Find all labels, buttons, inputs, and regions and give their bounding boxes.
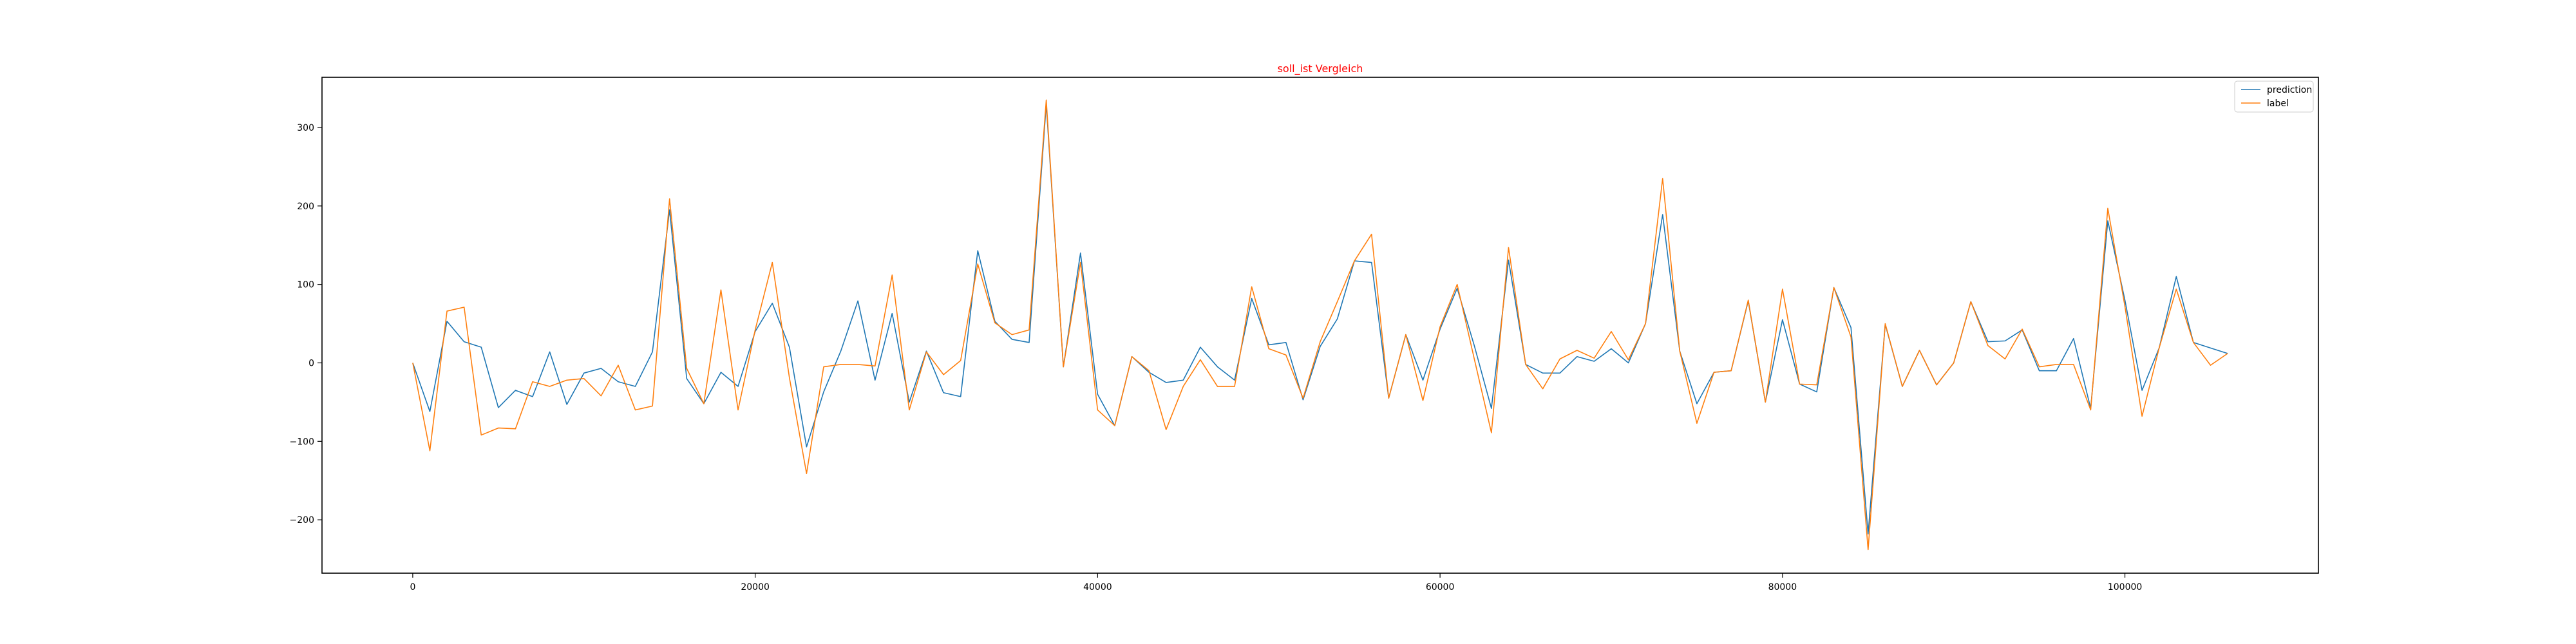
x-tick-label: 40000 xyxy=(1083,582,1112,592)
y-tick-label: 200 xyxy=(297,202,314,212)
series-line-label xyxy=(412,99,2228,551)
x-tick-label: 100000 xyxy=(2108,582,2142,592)
x-tick-label: 20000 xyxy=(741,582,770,592)
legend-label-label: label xyxy=(2267,99,2289,109)
x-tick-label: 80000 xyxy=(1768,582,1797,592)
plot-frame xyxy=(321,77,2319,574)
x-axis: 0 20000 40000 60000 80000 100000 xyxy=(410,573,2142,592)
y-tick-label: −100 xyxy=(290,437,314,447)
x-tick-label: 0 xyxy=(410,582,415,592)
y-axis: −200 −100 0 100 200 300 xyxy=(290,123,322,526)
x-tick-label: 60000 xyxy=(1426,582,1455,592)
lines-layer xyxy=(412,99,2228,551)
chart-title: soll_ist Vergleich xyxy=(1278,62,1363,75)
y-tick-label: 0 xyxy=(308,358,314,368)
legend: prediction label xyxy=(2234,80,2314,113)
legend-label-prediction: prediction xyxy=(2267,85,2312,95)
legend-box xyxy=(2234,80,2314,113)
y-tick-label: −200 xyxy=(290,515,314,526)
y-tick-label: 100 xyxy=(297,280,314,290)
y-tick-label: 300 xyxy=(297,123,314,133)
